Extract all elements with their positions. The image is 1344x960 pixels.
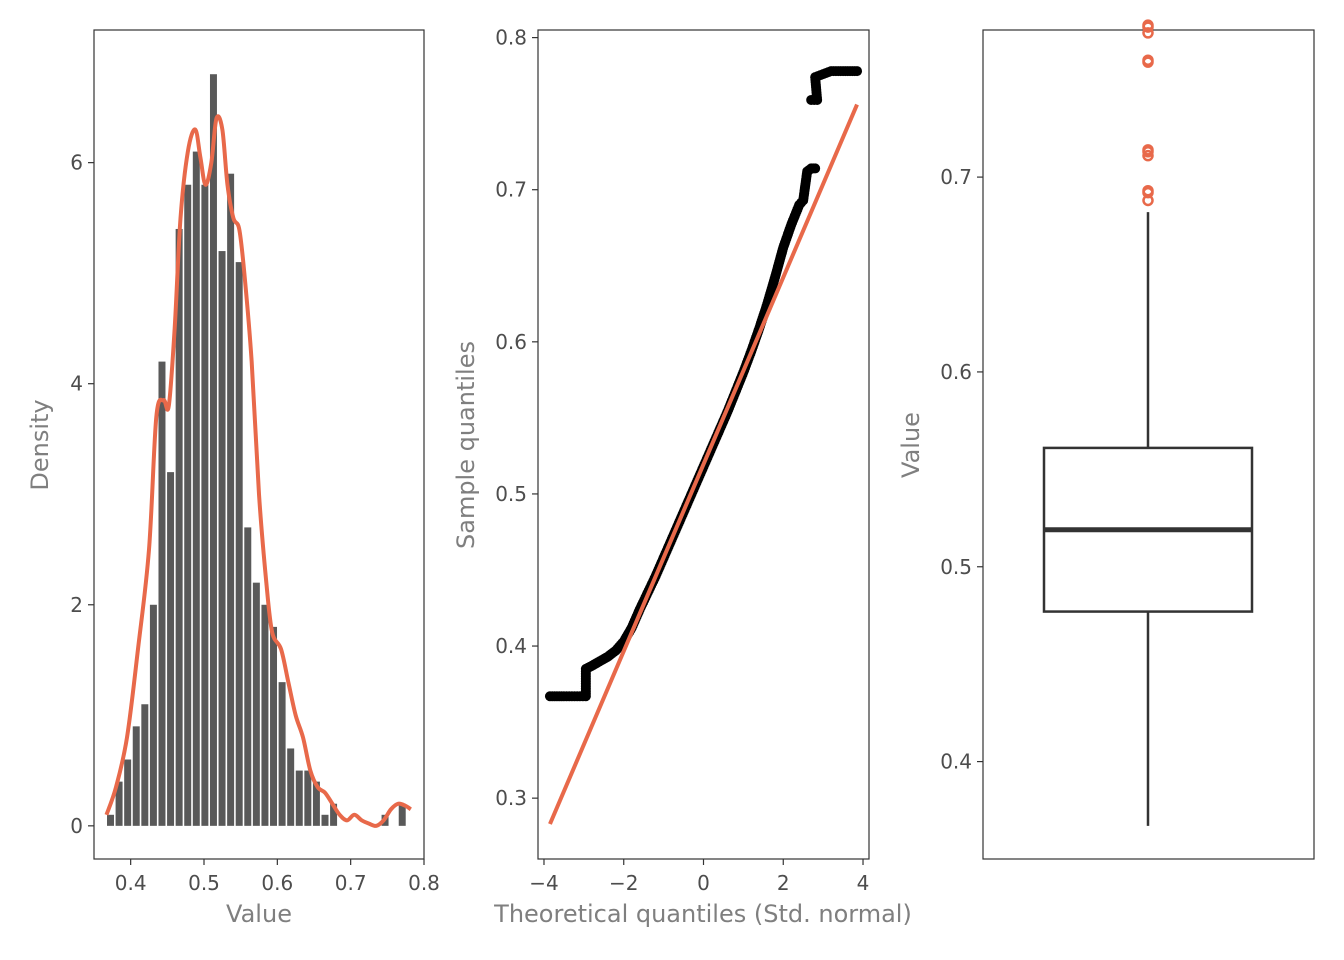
histogram-bar	[278, 682, 286, 826]
outlier-point	[1142, 144, 1154, 156]
qq-x-tick-label: −2	[609, 871, 638, 895]
histogram-bar	[141, 704, 149, 826]
boxplot-y-label: Value	[897, 412, 925, 478]
histogram-frame	[93, 29, 425, 860]
outlier-point	[1142, 184, 1154, 197]
histogram-x-axis: 0.4 0.5 0.6 0.7 0.8	[115, 859, 440, 895]
histogram-panel: 0.4 0.5 0.6 0.7 0.8 0 2 4 6 Value Density	[26, 29, 440, 928]
histogram-bar	[192, 151, 200, 826]
qq-y-tick-label: 0.8	[495, 26, 527, 50]
histogram-bar	[227, 173, 235, 826]
histogram-x-tick-label: 0.4	[115, 871, 147, 895]
qq-x-tick-label: 0	[697, 871, 710, 895]
qq-y-tick-label: 0.7	[495, 178, 527, 202]
histogram-bar	[295, 770, 303, 826]
histogram-bar	[287, 748, 295, 826]
qq-y-axis: 0.3 0.4 0.5 0.6 0.7 0.8	[495, 26, 538, 810]
boxplot-y-tick-label: 0.6	[940, 360, 972, 384]
qq-x-axis: −4 −2 0 2 4	[529, 859, 869, 895]
histogram-x-tick-label: 0.5	[188, 871, 220, 895]
histogram-x-tick-label: 0.6	[261, 871, 293, 895]
histogram-bar	[312, 781, 320, 826]
histogram-bar	[132, 726, 140, 826]
qq-panel: −4 −2 0 2 4 0.3 0.4 0.5 0.6 0.7 0.8 Theoretical q…	[452, 26, 912, 928]
outlier-point	[1142, 54, 1154, 66]
histogram-x-tick-label: 0.8	[408, 871, 440, 895]
qq-point	[810, 163, 821, 174]
boxplot-panel: 0.4 0.5 0.6 0.7 Value	[897, 19, 1315, 860]
histogram-bar	[175, 228, 183, 826]
histogram-bar	[209, 74, 217, 826]
qq-reference-line	[548, 103, 859, 825]
boxplot-y-tick-label: 0.4	[940, 750, 972, 774]
histogram-bar	[149, 604, 157, 826]
histogram-bar	[398, 803, 406, 826]
histogram-bars	[107, 74, 406, 826]
histogram-bar	[184, 184, 192, 826]
qq-point	[852, 66, 863, 77]
qq-y-tick-label: 0.5	[495, 482, 527, 506]
qq-y-label: Sample quantiles	[452, 341, 480, 549]
boxplot	[1042, 19, 1254, 826]
histogram-x-tick-label: 0.7	[335, 871, 367, 895]
histogram-bar	[201, 184, 209, 826]
histogram-x-label: Value	[226, 900, 292, 928]
histogram-bar	[158, 361, 166, 826]
histogram-y-label: Density	[26, 399, 54, 490]
qq-x-tick-label: −4	[529, 871, 558, 895]
histogram-bar	[124, 759, 132, 826]
histogram-y-tick-label: 6	[70, 151, 83, 175]
density-curve	[104, 114, 412, 828]
histogram-bar	[304, 770, 312, 826]
qq-x-tick-label: 2	[777, 871, 790, 895]
histogram-bar	[330, 803, 338, 826]
histogram-y-axis: 0 2 4 6	[70, 151, 94, 838]
boxplot-y-tick-label: 0.5	[940, 555, 972, 579]
qq-points	[544, 66, 863, 702]
histogram-bar	[321, 814, 329, 826]
outlier-point	[1142, 149, 1154, 162]
histogram-bar	[252, 582, 260, 826]
qq-y-tick-label: 0.6	[495, 330, 527, 354]
histogram-bar	[115, 781, 123, 826]
histogram-bar	[261, 604, 269, 826]
histogram-bar	[244, 527, 252, 826]
histogram-bar	[107, 814, 114, 826]
histogram-y-tick-label: 4	[70, 372, 83, 396]
qq-x-tick-label: 4	[857, 871, 870, 895]
histogram-y-tick-label: 2	[70, 593, 83, 617]
histogram-bar	[235, 262, 243, 826]
boxplot-y-tick-label: 0.7	[940, 165, 972, 189]
histogram-y-tick-label: 0	[70, 814, 83, 838]
histogram-bar	[167, 472, 175, 826]
qq-x-label: Theoretical quantiles (Std. normal)	[493, 900, 912, 928]
boxplot-y-axis: 0.4 0.5 0.6 0.7	[940, 165, 983, 774]
histogram-bar	[270, 626, 278, 826]
qq-y-tick-label: 0.3	[495, 786, 527, 810]
qq-y-tick-label: 0.4	[495, 634, 527, 658]
histogram-bar	[218, 251, 226, 826]
outlier-point	[1142, 19, 1154, 31]
